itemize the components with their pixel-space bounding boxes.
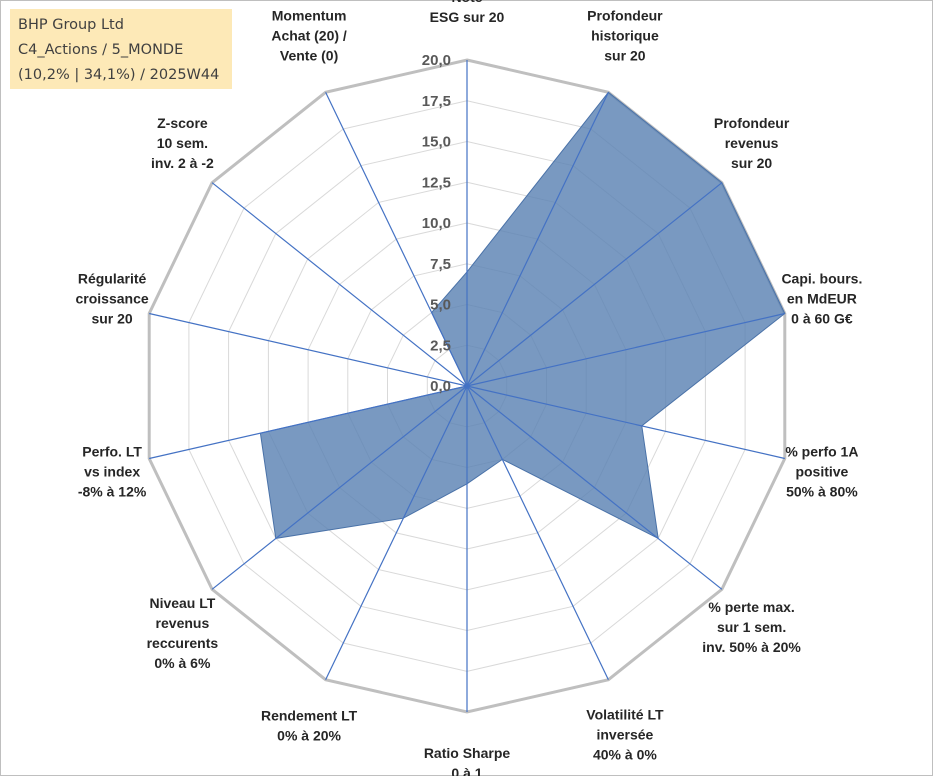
axis-label: Momentum Achat (20) / Vente (0)	[271, 7, 347, 63]
axis-label-line: Capi. bours.	[781, 271, 862, 287]
axis-spoke	[325, 92, 468, 387]
info-title: BHP Group Ltd	[18, 17, 124, 33]
axis-label-line: vs index	[84, 463, 140, 479]
axis-label-line: inv. 50% à 20%	[702, 639, 801, 655]
tick-label: 7,5	[430, 256, 451, 273]
axis-label: Note ESG sur 20	[430, 0, 505, 25]
axis-spoke	[211, 385, 468, 590]
axis-label-line: inversée	[596, 727, 653, 743]
axis-label-line: Niveau LT	[149, 595, 215, 611]
axis-label-line: en MdEUR	[787, 291, 857, 307]
axis-label-line: Achat (20) /	[271, 27, 347, 43]
axis-label: Niveau LT revenus reccurents 0% à 6%	[147, 595, 219, 671]
axis-label: Capi. bours. en MdEUR 0 à 60 G€	[781, 271, 862, 327]
info-box: BHP Group Ltd C4_Actions / 5_MONDE (10,2…	[10, 9, 232, 89]
axis-spoke	[211, 182, 468, 387]
axis-label: Perfo. LT vs index -8% à 12%	[78, 443, 147, 499]
tick-label: 10,0	[422, 215, 451, 232]
axis-label: % perfo 1A positive 50% à 80%	[785, 443, 858, 499]
axis-spoke	[149, 312, 468, 387]
axis-label-line: positive	[795, 463, 848, 479]
axis-label-line: % perte max.	[708, 599, 794, 615]
axis-label-line: Régularité	[78, 271, 147, 287]
axis-label-line: revenus	[156, 615, 210, 631]
axis-label-line: 40% à 0%	[593, 747, 657, 763]
axis-label-line: Volatilité LT	[586, 707, 664, 723]
axis-label-line: 0 à 1	[451, 765, 482, 776]
axis-spoke	[466, 385, 723, 590]
data-area	[259, 91, 786, 540]
axis-label-line: sur 1 sem.	[717, 619, 786, 635]
axis-label-line: 0% à 20%	[277, 728, 341, 744]
axis-label-line: Note	[451, 0, 482, 5]
axis-label: Régularité croissance sur 20	[76, 271, 149, 327]
axis-spoke	[325, 385, 468, 680]
axis-label-line: sur 20	[604, 47, 645, 63]
axis-label-line: 10 sem.	[157, 135, 208, 151]
axis-label-line: Momentum	[272, 7, 347, 23]
tick-label: 15,0	[422, 134, 451, 151]
axis-label-line: sur 20	[731, 155, 772, 171]
axis-label-line: -8% à 12%	[78, 483, 147, 499]
axis-label-line: Perfo. LT	[82, 443, 142, 459]
axis-label-line: ESG sur 20	[430, 9, 505, 25]
info-stats: (10,2% | 34,1%) / 2025W44	[18, 67, 220, 83]
axis-label-line: Z-score	[157, 115, 208, 131]
tick-label: 5,0	[430, 297, 451, 314]
axis-label: Rendement LT 0% à 20%	[261, 708, 358, 744]
axis-spoke	[466, 182, 723, 387]
axis-label-line: Ratio Sharpe	[424, 745, 511, 761]
tick-label: 12,5	[422, 174, 451, 191]
axis-label-line: reccurents	[147, 635, 219, 651]
axis-spoke	[466, 385, 609, 680]
axis-label-line: % perfo 1A	[785, 443, 858, 459]
axis-label-line: Profondeur	[714, 115, 790, 131]
axis-spoke	[466, 385, 785, 460]
tick-label: 0,0	[430, 378, 451, 395]
axis-label-line: revenus	[725, 135, 779, 151]
axis-label-line: historique	[591, 27, 659, 43]
axis-label-line: inv. 2 à -2	[151, 155, 214, 171]
axis-label: Profondeur historique sur 20	[587, 7, 663, 63]
tick-label: 20,0	[422, 52, 451, 69]
axis-label: Profondeur revenus sur 20	[714, 115, 790, 171]
axis-label-line: 50% à 80%	[786, 483, 858, 499]
axis-label-line: 0% à 6%	[154, 655, 211, 671]
axis-label-line: Rendement LT	[261, 708, 358, 724]
axis-label-line: sur 20	[91, 311, 132, 327]
info-category: C4_Actions / 5_MONDE	[18, 42, 184, 58]
axis-label: Ratio Sharpe 0 à 1	[424, 745, 511, 776]
axis-label-line: Vente (0)	[280, 47, 338, 63]
tick-label: 17,5	[422, 93, 451, 110]
tick-label: 2,5	[430, 337, 451, 354]
axis-label-line: croissance	[76, 291, 149, 307]
axis-label: Z-score 10 sem. inv. 2 à -2	[151, 115, 214, 171]
axis-spoke	[149, 385, 468, 460]
axis-label-line: Profondeur	[587, 7, 663, 23]
axis-label: % perte max. sur 1 sem. inv. 50% à 20%	[702, 599, 801, 655]
axis-label: Volatilité LT inversée 40% à 0%	[586, 707, 664, 763]
axis-label-line: 0 à 60 G€	[791, 311, 853, 327]
axis-spoke	[466, 312, 785, 387]
axis-spoke	[466, 92, 609, 387]
